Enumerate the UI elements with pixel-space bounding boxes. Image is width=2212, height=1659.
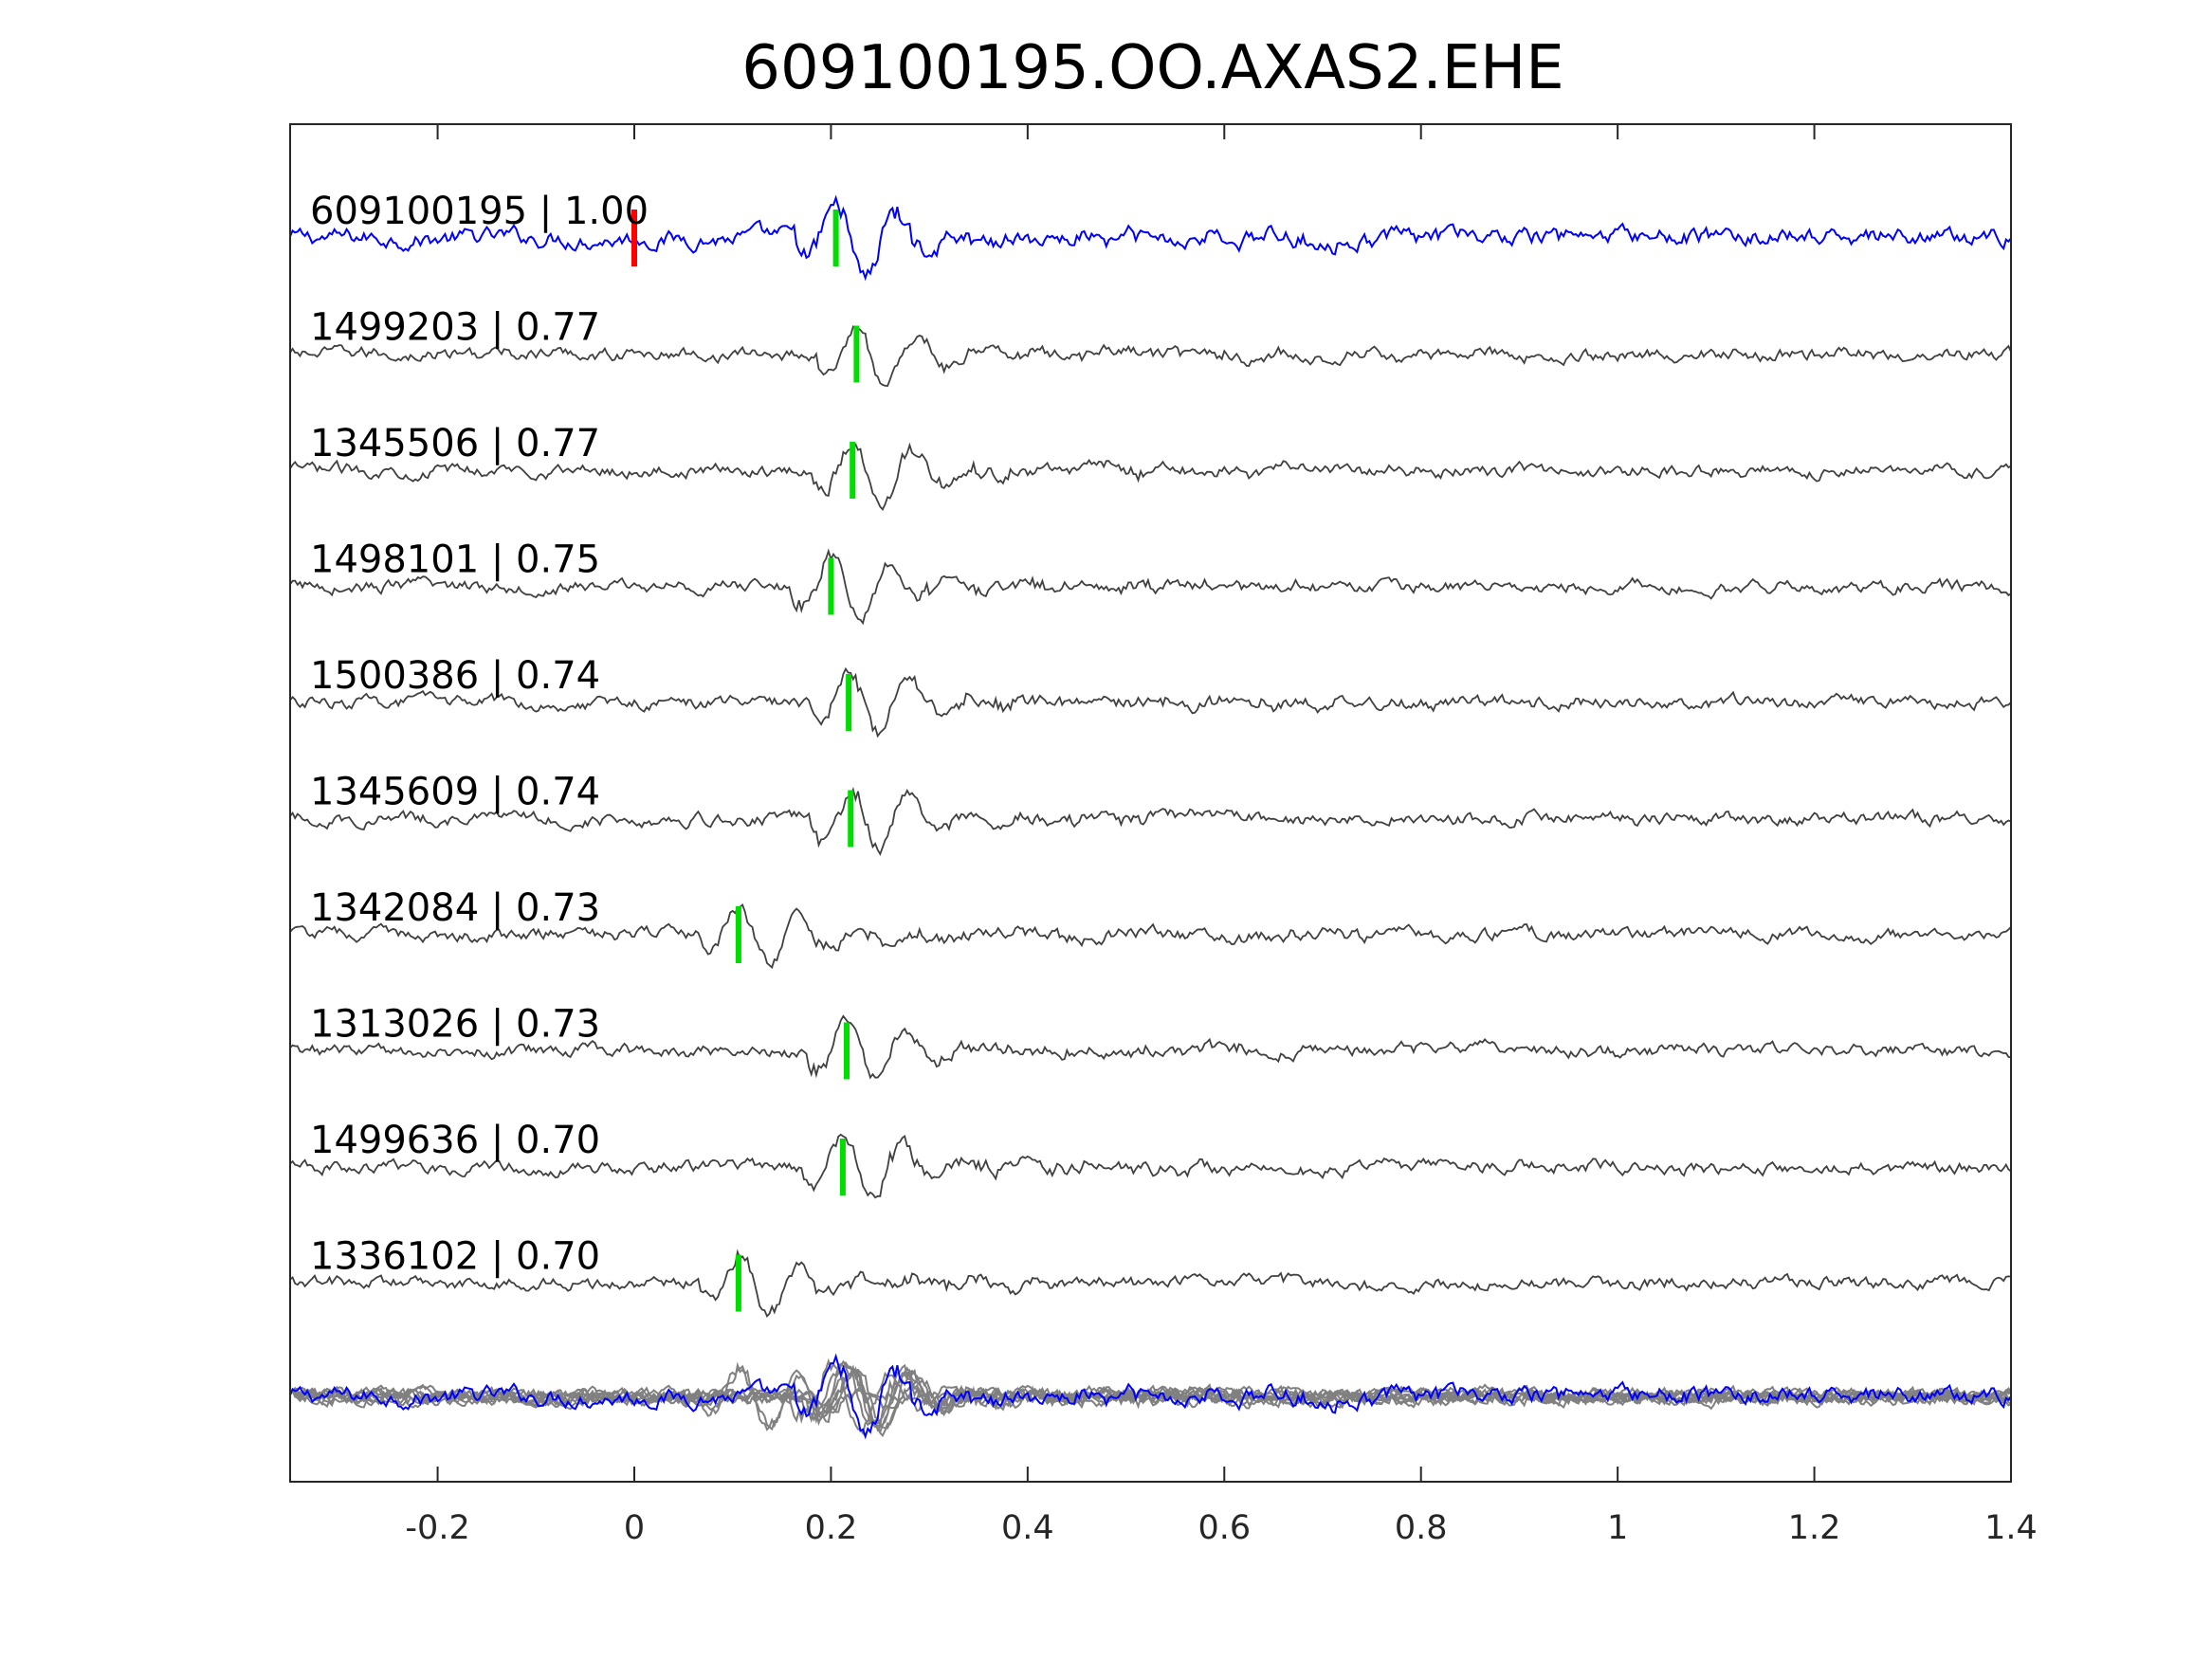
trace-label-6: 1342084 | 0.73	[310, 886, 600, 930]
trace-label-1: 1499203 | 0.77	[310, 306, 600, 350]
trace-label-4: 1500386 | 0.74	[310, 654, 600, 698]
x-tick-label-4: 0.6	[1197, 1509, 1251, 1547]
traces-layer	[289, 194, 2012, 1440]
trace-line-4	[289, 666, 2012, 738]
x-tick-label-8: 1.4	[1984, 1509, 2038, 1547]
trace-label-8: 1499636 | 0.70	[310, 1119, 600, 1162]
markers-layer	[631, 210, 860, 1312]
x-tick-label-2: 0.2	[805, 1509, 858, 1547]
trace-label-0: 609100195 | 1.00	[310, 190, 649, 233]
x-tick-label-6: 1	[1607, 1509, 1628, 1547]
trace-line-8	[289, 1133, 2012, 1199]
x-tick-label-7: 1.2	[1788, 1509, 1841, 1547]
trace-label-7: 1313026 | 0.73	[310, 1003, 600, 1047]
trace-line-0	[289, 194, 2012, 282]
trace-line-6	[289, 902, 2012, 970]
x-axis: -0.2 0 0.2 0.4 0.6 0.8 1 1.2 1.4	[405, 124, 2038, 1547]
trace-line-1	[289, 325, 2012, 388]
chart-title: 609100195.OO.AXAS2.EHE	[741, 33, 1563, 103]
trace-label-2: 1345506 | 0.77	[310, 422, 600, 465]
x-tick-label-5: 0.8	[1395, 1509, 1448, 1547]
stack-template-trace	[289, 1353, 2012, 1440]
trace-line-7	[289, 1014, 2012, 1080]
trace-line-3	[289, 548, 2012, 626]
axes-box	[289, 123, 2012, 1483]
trace-line-5	[289, 787, 2012, 856]
trace-label-3: 1498101 | 0.75	[310, 538, 600, 582]
trace-label-5: 1345609 | 0.74	[310, 771, 600, 814]
trace-line-2	[289, 442, 2012, 511]
x-tick-label-3: 0.4	[1001, 1509, 1054, 1547]
trace-label-9: 1336102 | 0.70	[310, 1235, 600, 1279]
x-tick-label-0: -0.2	[405, 1509, 469, 1547]
labels-layer: 609100195 | 1.00 1499203 | 0.77 1345506 | …	[310, 190, 649, 1279]
stack-trace-6	[289, 1364, 2012, 1431]
trace-line-9	[289, 1249, 2012, 1319]
x-tick-label-1: 0	[624, 1509, 645, 1547]
